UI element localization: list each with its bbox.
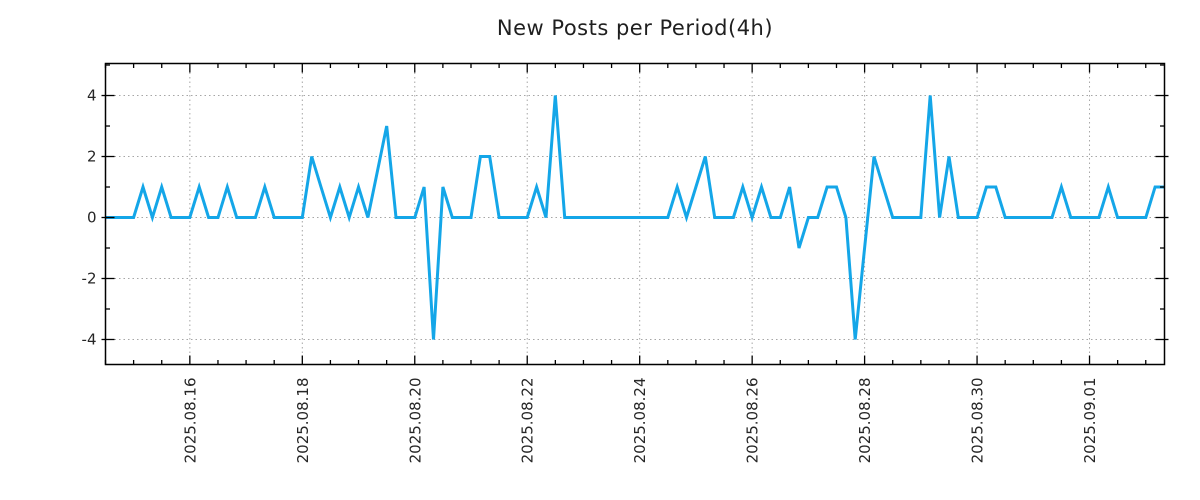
y-tick-label: 0 [87,209,97,227]
data-series-line [105,95,1165,340]
y-tick-label: -2 [82,270,97,288]
x-tick-label: 2025.08.28 [856,378,874,464]
x-tick-label: 2025.08.22 [519,378,537,464]
tick-marks [101,63,1169,365]
x-tick-label: 2025.08.26 [744,378,762,464]
x-tick-label: 2025.08.24 [631,378,649,464]
y-tick-label: 4 [87,87,97,105]
y-axis-labels: 4 2 0 -2 -4 [82,87,97,349]
x-tick-label: 2025.08.16 [181,378,199,464]
y-tick-label: -4 [82,330,97,348]
plot-border [104,62,1166,366]
y-tick-label: 2 [87,148,97,166]
x-tick-label: 2025.08.18 [294,378,312,464]
x-tick-label: 2025.08.30 [969,378,987,464]
chart-title: New Posts per Period(4h) [496,16,774,40]
x-axis-labels: 2025.08.16 2025.08.18 2025.08.20 2025.08.22… [181,378,1099,464]
x-tick-label: 2025.08.20 [406,378,424,464]
x-tick-label: 2025.09.01 [1081,378,1099,464]
